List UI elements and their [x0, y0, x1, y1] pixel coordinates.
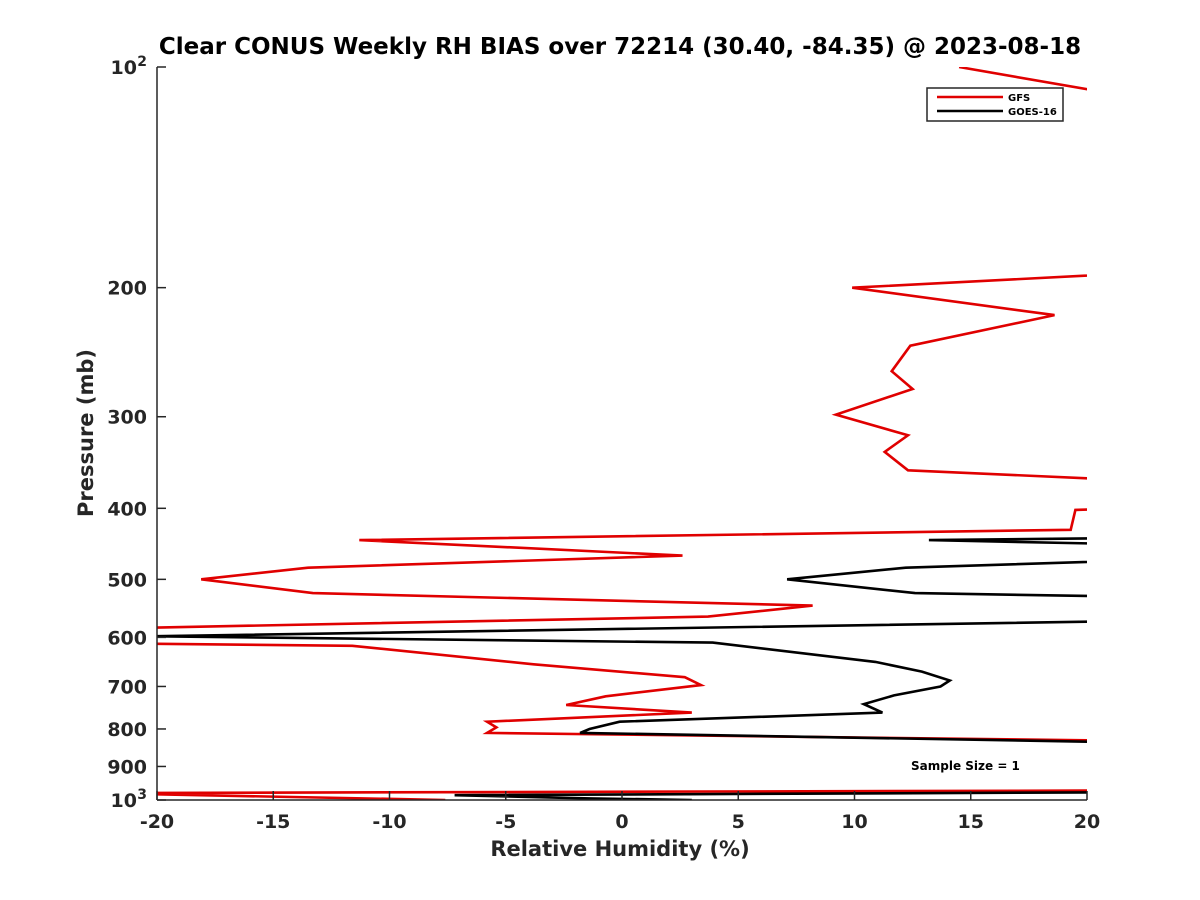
- series-line-gfs: [157, 67, 1087, 800]
- y-tick-label: 200: [107, 278, 147, 300]
- x-tick-label: 10: [841, 811, 867, 833]
- series-layer: [157, 67, 1087, 800]
- legend-label-gfs: GFS: [1008, 93, 1030, 104]
- y-tick-label: 10: [111, 57, 137, 79]
- x-tick-label: -15: [256, 811, 290, 833]
- y-tick-label: 900: [107, 756, 147, 778]
- y-tick-label: 800: [107, 719, 147, 741]
- y-tick-label: 500: [107, 569, 147, 591]
- x-tick-label: -20: [140, 811, 174, 833]
- x-tick-label: 0: [615, 811, 628, 833]
- x-tick-label: -5: [495, 811, 516, 833]
- x-tick-label: -10: [372, 811, 406, 833]
- series-line-goes16: [157, 537, 1087, 800]
- x-tick-label: 15: [958, 811, 984, 833]
- y-tick-exponent: 3: [137, 787, 147, 803]
- x-axis-label: Relative Humidity (%): [490, 837, 749, 861]
- plot-area: [157, 67, 1087, 800]
- y-axis-label: Pressure (mb): [74, 349, 98, 517]
- y-tick-label: 600: [107, 627, 147, 649]
- y-tick-exponent: 2: [137, 54, 147, 70]
- x-tick-label: 20: [1074, 811, 1100, 833]
- y-tick-label: 700: [107, 676, 147, 698]
- legend: GFS GOES-16: [926, 87, 1064, 122]
- y-tick-label: 400: [107, 498, 147, 520]
- x-ticks: -20 -15 -10 -5 0 5 10 15 20: [140, 791, 1100, 833]
- x-tick-label: 5: [732, 811, 745, 833]
- sample-size-annotation: Sample Size = 1: [911, 759, 1020, 773]
- y-tick-label: 300: [107, 407, 147, 429]
- legend-label-goes16: GOES-16: [1008, 107, 1057, 118]
- legend-box: [926, 87, 1064, 122]
- y-tick-label: 10: [111, 790, 137, 812]
- chart-title: Clear CONUS Weekly RH BIAS over 72214 (3…: [159, 34, 1081, 60]
